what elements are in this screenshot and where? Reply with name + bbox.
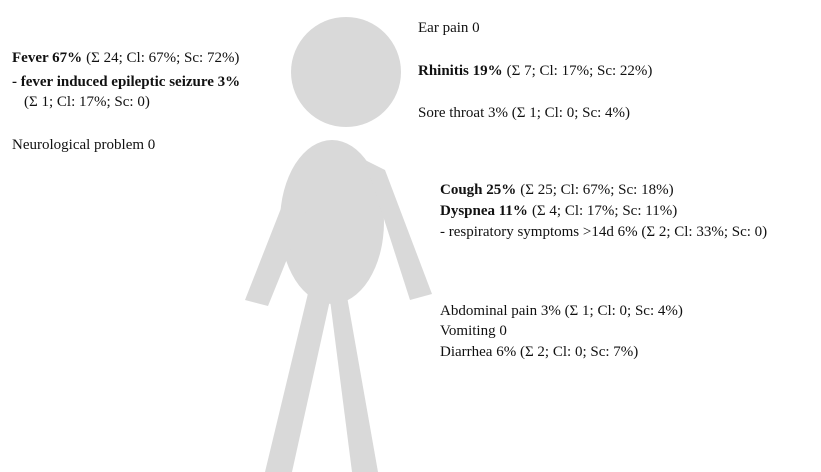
label-text: (Σ 24; Cl: 67%; Sc: 72%) bbox=[86, 50, 239, 66]
label-text: (Σ 7; Cl: 17%; Sc: 22%) bbox=[507, 63, 653, 79]
body-silhouette bbox=[245, 17, 432, 472]
label-text: (Σ 1; Cl: 17%; Sc: 0) bbox=[24, 94, 150, 110]
label-line: Neurological problem 0 bbox=[12, 137, 155, 153]
label-text: (Σ 25; Cl: 67%; Sc: 18%) bbox=[520, 182, 673, 198]
label-line: Diarrhea 6% (Σ 2; Cl: 0; Sc: 7%) bbox=[440, 344, 638, 360]
label-text: Abdominal pain 3% (Σ 1; Cl: 0; Sc: 4%) bbox=[440, 303, 683, 319]
label-line: (Σ 1; Cl: 17%; Sc: 0) bbox=[24, 94, 150, 110]
label-text: - respiratory symptoms >14d 6% (Σ 2; Cl:… bbox=[440, 224, 767, 240]
label-bold: - fever induced epileptic seizure 3% bbox=[12, 74, 240, 90]
label-line: Ear pain 0 bbox=[418, 20, 480, 36]
label-text: (Σ 4; Cl: 17%; Sc: 11%) bbox=[532, 203, 677, 219]
label-bold: Rhinitis 19% bbox=[418, 63, 503, 79]
label-line: Vomiting 0 bbox=[440, 323, 507, 339]
label-text: Vomiting 0 bbox=[440, 323, 507, 339]
label-bold: Cough 25% bbox=[440, 182, 516, 198]
label-bold: Fever 67% bbox=[12, 50, 82, 66]
label-text: Ear pain 0 bbox=[418, 20, 480, 36]
label-line: - fever induced epileptic seizure 3% bbox=[12, 74, 240, 90]
label-text: Sore throat 3% (Σ 1; Cl: 0; Sc: 4%) bbox=[418, 105, 630, 121]
label-text: Diarrhea 6% (Σ 2; Cl: 0; Sc: 7%) bbox=[440, 344, 638, 360]
label-line: Abdominal pain 3% (Σ 1; Cl: 0; Sc: 4%) bbox=[440, 303, 683, 319]
label-line: Cough 25% (Σ 25; Cl: 67%; Sc: 18%) bbox=[440, 182, 674, 198]
label-line: Dyspnea 11% (Σ 4; Cl: 17%; Sc: 11%) bbox=[440, 203, 677, 219]
label-line: Rhinitis 19% (Σ 7; Cl: 17%; Sc: 22%) bbox=[418, 63, 652, 79]
label-line: - respiratory symptoms >14d 6% (Σ 2; Cl:… bbox=[440, 224, 767, 240]
label-text: Neurological problem 0 bbox=[12, 137, 155, 153]
label-line: Fever 67% (Σ 24; Cl: 67%; Sc: 72%) bbox=[12, 50, 239, 66]
label-line: Sore throat 3% (Σ 1; Cl: 0; Sc: 4%) bbox=[418, 105, 630, 121]
label-bold: Dyspnea 11% bbox=[440, 203, 528, 219]
